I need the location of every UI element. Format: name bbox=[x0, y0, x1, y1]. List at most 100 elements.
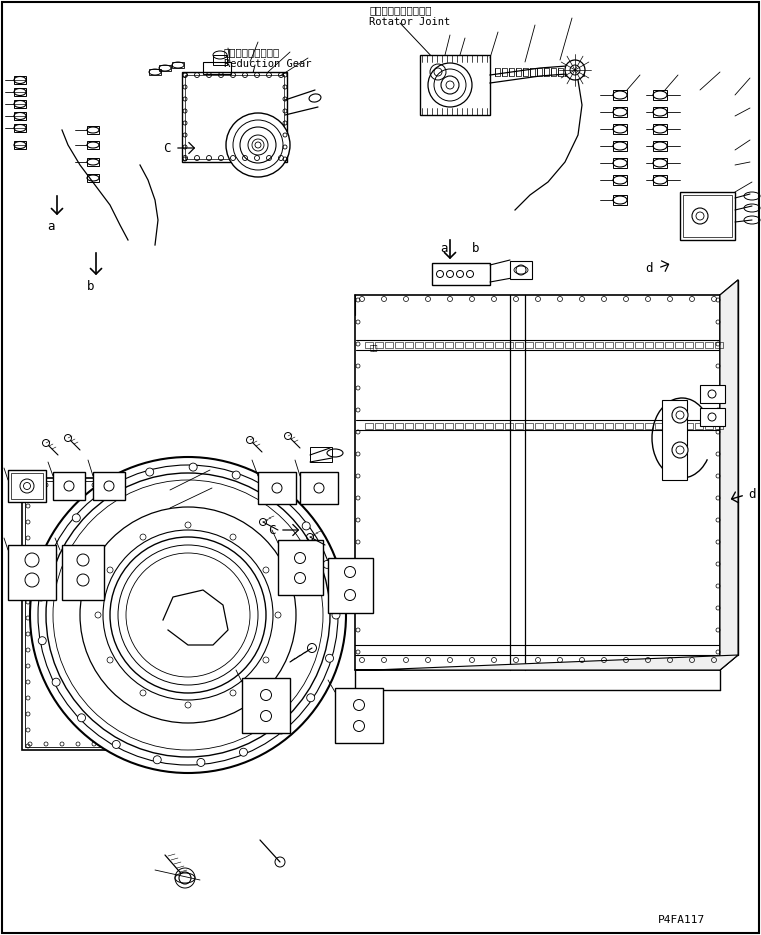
Bar bbox=[185, 75, 284, 159]
Bar bbox=[635, 423, 643, 429]
Bar bbox=[665, 342, 673, 348]
Bar bbox=[613, 175, 627, 185]
Circle shape bbox=[565, 60, 585, 80]
Circle shape bbox=[332, 603, 340, 611]
Circle shape bbox=[78, 713, 85, 722]
Bar bbox=[565, 423, 573, 429]
Bar bbox=[575, 423, 583, 429]
Circle shape bbox=[428, 63, 472, 107]
Bar bbox=[625, 423, 633, 429]
Bar bbox=[87, 141, 99, 149]
Bar bbox=[425, 423, 433, 429]
Bar bbox=[695, 342, 703, 348]
Circle shape bbox=[43, 439, 49, 447]
Bar bbox=[385, 423, 393, 429]
Bar bbox=[328, 558, 373, 613]
Bar bbox=[159, 65, 171, 71]
Bar bbox=[613, 195, 627, 205]
Bar bbox=[695, 423, 703, 429]
Text: ローテータジョイント: ローテータジョイント bbox=[369, 5, 431, 15]
Bar bbox=[405, 423, 413, 429]
Text: セル: セル bbox=[370, 345, 378, 352]
Circle shape bbox=[153, 755, 161, 764]
Text: C: C bbox=[268, 524, 275, 537]
Bar bbox=[14, 124, 26, 132]
Bar bbox=[585, 342, 593, 348]
Bar bbox=[310, 447, 332, 462]
Bar bbox=[14, 100, 26, 108]
Bar bbox=[425, 342, 433, 348]
Bar bbox=[613, 124, 627, 134]
Circle shape bbox=[247, 437, 253, 443]
Bar bbox=[675, 342, 683, 348]
Circle shape bbox=[232, 471, 240, 479]
Text: Reduction Gear: Reduction Gear bbox=[224, 59, 311, 69]
Circle shape bbox=[189, 463, 197, 471]
Polygon shape bbox=[355, 655, 738, 670]
Text: a: a bbox=[440, 241, 447, 254]
Bar bbox=[615, 423, 623, 429]
Bar bbox=[558, 68, 563, 76]
Bar bbox=[14, 76, 26, 84]
Bar bbox=[25, 481, 174, 747]
Bar bbox=[575, 342, 583, 348]
Circle shape bbox=[326, 654, 333, 662]
Bar bbox=[375, 342, 383, 348]
Bar bbox=[653, 90, 667, 100]
Bar bbox=[53, 472, 85, 500]
Polygon shape bbox=[720, 280, 738, 670]
Bar bbox=[653, 158, 667, 168]
Circle shape bbox=[38, 637, 46, 645]
Bar bbox=[432, 263, 490, 285]
Bar bbox=[680, 192, 735, 240]
Bar bbox=[545, 342, 553, 348]
Circle shape bbox=[145, 468, 154, 476]
Circle shape bbox=[106, 485, 113, 494]
Circle shape bbox=[37, 593, 45, 601]
Bar bbox=[365, 342, 373, 348]
Circle shape bbox=[285, 433, 291, 439]
Bar bbox=[395, 342, 403, 348]
Bar bbox=[465, 423, 473, 429]
Circle shape bbox=[240, 748, 247, 756]
Bar bbox=[700, 385, 725, 403]
Bar bbox=[595, 342, 603, 348]
Bar bbox=[14, 88, 26, 96]
Bar bbox=[495, 342, 503, 348]
Bar bbox=[525, 342, 533, 348]
Bar bbox=[445, 342, 453, 348]
Bar bbox=[415, 423, 423, 429]
Bar bbox=[585, 423, 593, 429]
Text: d: d bbox=[748, 488, 756, 501]
Bar bbox=[505, 342, 513, 348]
Circle shape bbox=[672, 442, 688, 458]
Circle shape bbox=[323, 560, 331, 568]
Circle shape bbox=[302, 522, 310, 530]
Bar bbox=[551, 68, 556, 76]
Bar bbox=[445, 423, 453, 429]
Bar bbox=[213, 55, 227, 65]
Bar bbox=[565, 68, 570, 76]
Bar bbox=[62, 545, 104, 600]
Text: b: b bbox=[87, 280, 94, 294]
Bar bbox=[385, 342, 393, 348]
Bar bbox=[565, 342, 573, 348]
Bar bbox=[365, 423, 373, 429]
Bar bbox=[613, 141, 627, 151]
Bar bbox=[300, 472, 338, 504]
Bar bbox=[435, 423, 443, 429]
Bar bbox=[495, 68, 500, 76]
Circle shape bbox=[113, 741, 120, 748]
Bar bbox=[455, 423, 463, 429]
Bar bbox=[515, 423, 523, 429]
Bar bbox=[258, 472, 296, 504]
Bar bbox=[502, 68, 507, 76]
Circle shape bbox=[332, 611, 340, 619]
Bar bbox=[555, 423, 563, 429]
Bar bbox=[87, 174, 99, 182]
Bar bbox=[605, 342, 613, 348]
Bar bbox=[545, 423, 553, 429]
Bar bbox=[495, 423, 503, 429]
Circle shape bbox=[271, 491, 279, 499]
Text: b: b bbox=[472, 241, 479, 254]
